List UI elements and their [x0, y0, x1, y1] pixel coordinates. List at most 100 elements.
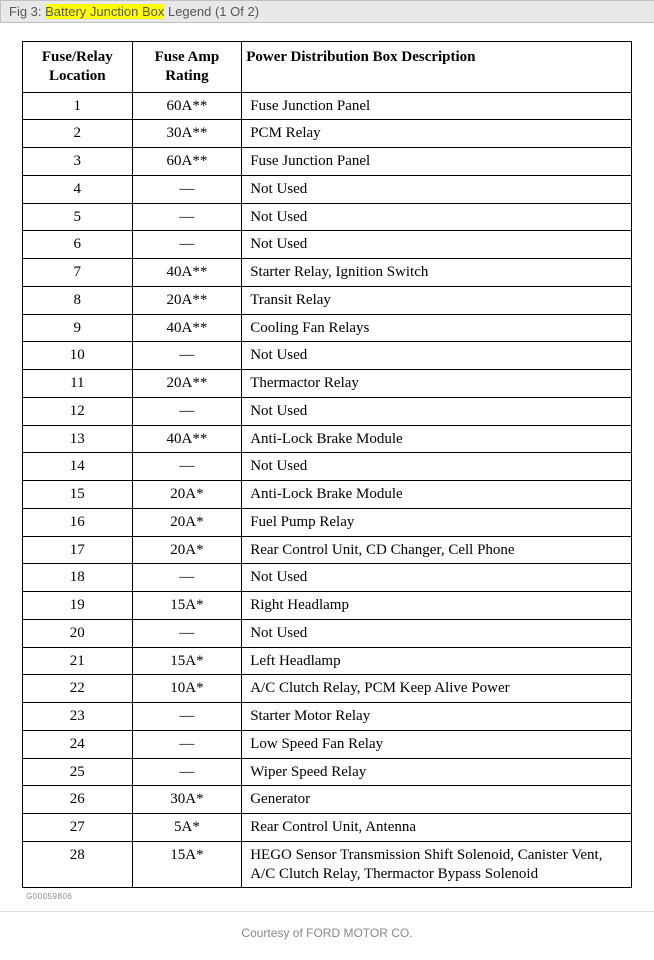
cell-location: 26: [23, 786, 133, 814]
table-header-row: Fuse/Relay Location Fuse Amp Rating Powe…: [23, 42, 632, 93]
cell-description: Rear Control Unit, CD Changer, Cell Phon…: [242, 536, 632, 564]
cell-amp: —: [132, 619, 242, 647]
cell-description: Fuse Junction Panel: [242, 148, 632, 176]
cell-description: Not Used: [242, 231, 632, 259]
table-row: 2815A*HEGO Sensor Transmission Shift Sol…: [23, 841, 632, 888]
cell-description: Not Used: [242, 453, 632, 481]
cell-description: Not Used: [242, 564, 632, 592]
cell-location: 12: [23, 397, 133, 425]
cell-description: Not Used: [242, 619, 632, 647]
cell-location: 20: [23, 619, 133, 647]
table-row: 230A**PCM Relay: [23, 120, 632, 148]
cell-amp: 5A*: [132, 814, 242, 842]
cell-amp: 30A*: [132, 786, 242, 814]
cell-location: 22: [23, 675, 133, 703]
table-row: 740A**Starter Relay, Ignition Switch: [23, 259, 632, 287]
cell-amp: 15A*: [132, 647, 242, 675]
cell-amp: 15A*: [132, 841, 242, 888]
cell-location: 8: [23, 286, 133, 314]
document-id: G00059806: [26, 892, 632, 901]
cell-location: 13: [23, 425, 133, 453]
table-row: 24—Low Speed Fan Relay: [23, 730, 632, 758]
table-row: 6—Not Used: [23, 231, 632, 259]
table-row: 940A**Cooling Fan Relays: [23, 314, 632, 342]
cell-description: Transit Relay: [242, 286, 632, 314]
cell-location: 11: [23, 370, 133, 398]
cell-location: 1: [23, 92, 133, 120]
cell-amp: 20A**: [132, 370, 242, 398]
cell-location: 28: [23, 841, 133, 888]
cell-description: Not Used: [242, 397, 632, 425]
document-page: Fuse/Relay Location Fuse Amp Rating Powe…: [0, 23, 654, 912]
col-header-amp: Fuse Amp Rating: [132, 42, 242, 93]
cell-amp: 60A**: [132, 148, 242, 176]
cell-description: Fuse Junction Panel: [242, 92, 632, 120]
cell-amp: —: [132, 730, 242, 758]
cell-amp: —: [132, 203, 242, 231]
cell-amp: —: [132, 231, 242, 259]
courtesy-line: Courtesy of FORD MOTOR CO.: [0, 926, 654, 940]
table-row: 1120A**Thermactor Relay: [23, 370, 632, 398]
cell-description: Rear Control Unit, Antenna: [242, 814, 632, 842]
cell-location: 6: [23, 231, 133, 259]
cell-description: Right Headlamp: [242, 592, 632, 620]
cell-location: 15: [23, 481, 133, 509]
table-row: 1915A*Right Headlamp: [23, 592, 632, 620]
table-row: 360A**Fuse Junction Panel: [23, 148, 632, 176]
table-row: 1620A*Fuel Pump Relay: [23, 508, 632, 536]
cell-amp: —: [132, 703, 242, 731]
table-row: 2630A*Generator: [23, 786, 632, 814]
cell-amp: 20A*: [132, 536, 242, 564]
table-row: 275A*Rear Control Unit, Antenna: [23, 814, 632, 842]
table-row: 2210A*A/C Clutch Relay, PCM Keep Alive P…: [23, 675, 632, 703]
cell-description: Wiper Speed Relay: [242, 758, 632, 786]
table-row: 160A**Fuse Junction Panel: [23, 92, 632, 120]
cell-description: Not Used: [242, 175, 632, 203]
cell-amp: 40A**: [132, 425, 242, 453]
table-row: 10—Not Used: [23, 342, 632, 370]
table-row: 1340A**Anti-Lock Brake Module: [23, 425, 632, 453]
caption-prefix: Fig 3:: [9, 4, 45, 19]
cell-location: 23: [23, 703, 133, 731]
cell-description: Fuel Pump Relay: [242, 508, 632, 536]
col-header-description: Power Distribution Box Description: [242, 42, 632, 93]
table-row: 12—Not Used: [23, 397, 632, 425]
cell-location: 16: [23, 508, 133, 536]
table-row: 4—Not Used: [23, 175, 632, 203]
cell-description: Thermactor Relay: [242, 370, 632, 398]
cell-description: PCM Relay: [242, 120, 632, 148]
cell-description: HEGO Sensor Transmission Shift Solenoid,…: [242, 841, 632, 888]
caption-suffix: Legend (1 Of 2): [164, 4, 259, 19]
cell-location: 10: [23, 342, 133, 370]
cell-amp: —: [132, 397, 242, 425]
cell-amp: 40A**: [132, 314, 242, 342]
cell-location: 24: [23, 730, 133, 758]
cell-amp: 20A*: [132, 481, 242, 509]
cell-location: 17: [23, 536, 133, 564]
cell-amp: 60A**: [132, 92, 242, 120]
cell-amp: 20A**: [132, 286, 242, 314]
cell-amp: 20A*: [132, 508, 242, 536]
table-row: 2115A*Left Headlamp: [23, 647, 632, 675]
table-row: 23—Starter Motor Relay: [23, 703, 632, 731]
fuse-relay-table: Fuse/Relay Location Fuse Amp Rating Powe…: [22, 41, 632, 888]
cell-location: 25: [23, 758, 133, 786]
cell-location: 21: [23, 647, 133, 675]
cell-location: 27: [23, 814, 133, 842]
cell-location: 19: [23, 592, 133, 620]
cell-description: Cooling Fan Relays: [242, 314, 632, 342]
table-row: 1520A*Anti-Lock Brake Module: [23, 481, 632, 509]
cell-amp: —: [132, 175, 242, 203]
cell-description: Left Headlamp: [242, 647, 632, 675]
caption-highlight: Battery Junction Box: [45, 4, 164, 19]
cell-description: Generator: [242, 786, 632, 814]
cell-description: Anti-Lock Brake Module: [242, 481, 632, 509]
table-row: 1720A*Rear Control Unit, CD Changer, Cel…: [23, 536, 632, 564]
cell-description: Starter Motor Relay: [242, 703, 632, 731]
cell-location: 7: [23, 259, 133, 287]
cell-amp: —: [132, 758, 242, 786]
figure-caption-bar: Fig 3: Battery Junction Box Legend (1 Of…: [0, 0, 654, 23]
cell-location: 9: [23, 314, 133, 342]
cell-location: 18: [23, 564, 133, 592]
table-row: 20—Not Used: [23, 619, 632, 647]
